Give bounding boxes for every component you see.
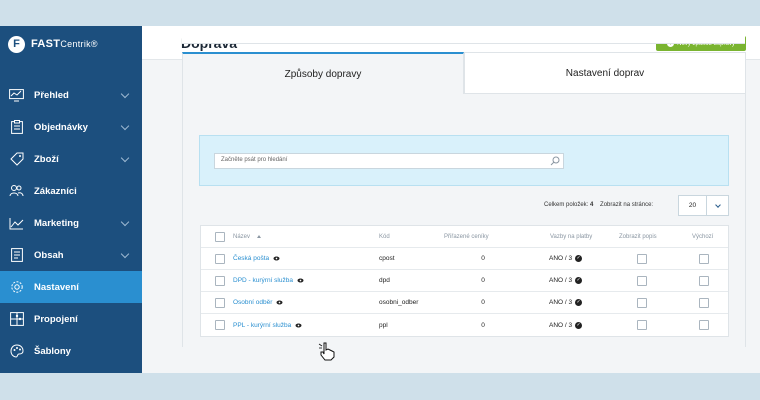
search-panel: Začněte psát pro hledání [199, 135, 729, 186]
check-circle-icon: ✓ [575, 255, 583, 262]
clipboard-icon [8, 120, 25, 135]
list-meta: Celkem položek: 4 Zobrazit na stránce: [544, 202, 653, 208]
tab-shipping-settings[interactable]: Nastavení doprav [464, 52, 746, 94]
default-checkbox[interactable] [699, 253, 709, 264]
eye-icon[interactable] [276, 300, 283, 305]
logo-mark: F [8, 35, 25, 53]
chevron-down-icon [120, 89, 130, 99]
chevron-down-icon[interactable] [707, 196, 728, 215]
eye-icon[interactable] [297, 278, 304, 283]
sidebar-item-prehled[interactable]: Přehled [0, 79, 142, 111]
sidebar-item-label: Marketing [34, 217, 79, 229]
sidebar-item-label: Zboží [34, 153, 59, 165]
select-all-checkbox[interactable] [215, 231, 225, 242]
shipping-code: dpd [379, 277, 390, 284]
sidebar-item-obsah[interactable]: Obsah [0, 239, 142, 271]
check-circle-icon: ✓ [575, 299, 583, 306]
check-circle-icon: ✓ [575, 321, 583, 329]
shipping-code: osobni_odber [379, 299, 419, 306]
tag-icon [8, 152, 25, 167]
gear-icon [8, 280, 25, 295]
default-checkbox[interactable] [699, 297, 709, 308]
puzzle-icon [8, 312, 25, 327]
per-page-select[interactable]: 20 [678, 195, 729, 216]
row-checkbox[interactable] [215, 253, 225, 264]
shipping-table: Název Kód Přiřazené ceníky Vazby na plat… [200, 225, 729, 337]
check-circle-icon: ✓ [575, 277, 583, 284]
tab-bar: Způsoby dopravy Nastavení doprav [182, 52, 746, 94]
logo[interactable]: F FASTCentrik® [0, 26, 142, 62]
row-checkbox[interactable] [215, 275, 225, 286]
column-header-code[interactable]: Kód [379, 233, 390, 240]
sidebar: F FASTCentrik® Přehled Objednávky Zboží [0, 26, 142, 373]
palette-icon [8, 344, 25, 359]
chevron-down-icon [120, 249, 130, 259]
main-nav: Přehled Objednávky Zboží Zákazníci Marke… [0, 79, 142, 367]
payments-value: ANO / 3 ✓ [549, 255, 583, 262]
payments-value: ANO / 3 ✓ [549, 321, 583, 329]
shipping-name-link[interactable]: PPL - kurýrní služba [233, 322, 302, 329]
row-checkbox[interactable] [215, 320, 225, 330]
sidebar-item-label: Propojení [34, 313, 78, 325]
sidebar-item-label: Objednávky [34, 121, 88, 133]
sidebar-item-sablony[interactable]: Šablony [0, 335, 142, 367]
table-row[interactable]: Česká pošta cpost 0 ANO / 3 ✓ [201, 248, 728, 270]
column-header-show-description[interactable]: Zobrazit popis [619, 233, 657, 240]
chevron-down-icon [120, 121, 130, 131]
default-checkbox[interactable] [699, 275, 709, 286]
sidebar-item-label: Šablony [34, 345, 71, 357]
sidebar-item-label: Obsah [34, 249, 64, 261]
total-value: 4 [590, 202, 594, 208]
shipping-code: ppl [379, 321, 388, 329]
sidebar-item-zakaznici[interactable]: Zákazníci [0, 175, 142, 207]
hand-pointer-icon [318, 342, 335, 361]
shipping-code: cpost [379, 255, 395, 262]
search-input[interactable]: Začněte psát pro hledání [214, 153, 564, 169]
sidebar-item-nastaveni[interactable]: Nastavení [0, 271, 142, 303]
shipping-name-link[interactable]: Česká pošta [233, 255, 280, 262]
table-row[interactable]: PPL - kurýrní služba ppl 0 ANO / 3 ✓ [201, 314, 728, 336]
per-page-label: Zobrazit na stránce: [600, 202, 654, 208]
users-icon [8, 184, 25, 199]
payments-value: ANO / 3 ✓ [549, 299, 583, 306]
dashboard-icon [8, 88, 25, 103]
chart-line-icon [8, 216, 25, 231]
table-header-row: Název Kód Přiřazené ceníky Vazby na plat… [201, 226, 728, 248]
sidebar-item-label: Zákazníci [34, 185, 77, 197]
sort-asc-icon [257, 235, 262, 238]
eye-icon[interactable] [295, 323, 302, 328]
table-row[interactable]: Osobní odběr osobni_odber 0 ANO / 3 ✓ [201, 292, 728, 314]
payments-value: ANO / 3 ✓ [549, 277, 583, 284]
row-checkbox[interactable] [215, 297, 225, 308]
column-header-pricelists[interactable]: Přiřazené ceníky [444, 233, 489, 240]
show-description-checkbox[interactable] [637, 320, 647, 330]
chevron-down-icon [120, 153, 130, 163]
logo-text: FASTCentrik® [31, 38, 98, 50]
sidebar-item-objednavky[interactable]: Objednávky [0, 111, 142, 143]
tab-shipping-methods[interactable]: Způsoby dopravy [182, 52, 464, 94]
show-description-checkbox[interactable] [637, 253, 647, 264]
column-header-name[interactable]: Název [233, 234, 262, 240]
shipping-name-link[interactable]: DPD - kurýrní služba [233, 277, 304, 284]
filter-strip [182, 34, 745, 44]
column-header-default[interactable]: Výchozí [692, 233, 714, 240]
eye-icon[interactable] [273, 256, 280, 261]
sidebar-item-propojeni[interactable]: Propojení [0, 303, 142, 335]
chevron-down-icon [120, 217, 130, 227]
per-page-value: 20 [679, 196, 707, 215]
show-description-checkbox[interactable] [637, 275, 647, 286]
sidebar-item-label: Přehled [34, 89, 69, 101]
shipping-name-link[interactable]: Osobní odběr [233, 299, 283, 306]
column-header-payments[interactable]: Vazby na platby [550, 233, 593, 240]
show-description-checkbox[interactable] [637, 297, 647, 308]
table-row[interactable]: DPD - kurýrní služba dpd 0 ANO / 3 ✓ [201, 270, 728, 292]
document-icon [8, 248, 25, 263]
default-checkbox[interactable] [699, 320, 709, 330]
total-label: Celkem položek: [544, 202, 589, 208]
sidebar-item-zbozi[interactable]: Zboží [0, 143, 142, 175]
sidebar-item-marketing[interactable]: Marketing [0, 207, 142, 239]
search-icon[interactable] [550, 156, 560, 166]
sidebar-item-label: Nastavení [34, 281, 79, 293]
